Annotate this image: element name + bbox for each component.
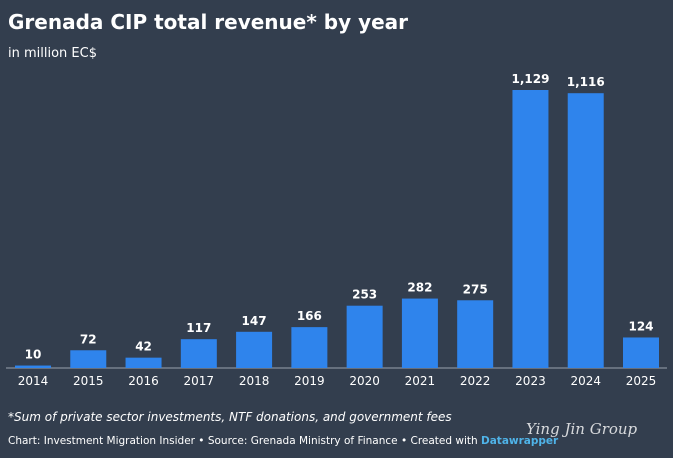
- value-label: 147: [242, 314, 267, 328]
- value-label: 72: [80, 332, 97, 346]
- bar: [457, 300, 494, 368]
- value-label: 42: [135, 340, 152, 354]
- bar: [180, 339, 217, 368]
- x-tick-label: 2019: [294, 374, 325, 388]
- value-label: 1,129: [511, 72, 549, 86]
- x-tick-label: 2020: [349, 374, 380, 388]
- bar: [291, 327, 328, 368]
- value-label: 282: [407, 281, 432, 295]
- value-label: 253: [352, 288, 377, 302]
- x-tick-label: 2017: [184, 374, 215, 388]
- bar: [346, 305, 383, 368]
- x-tick-label: 2023: [515, 374, 546, 388]
- chart-subtitle: in million EC$: [8, 46, 97, 61]
- x-tick-label: 2025: [626, 374, 657, 388]
- credit-text: Chart: Investment Migration Insider • So…: [8, 435, 481, 447]
- x-tick-label: 2024: [570, 374, 601, 388]
- bar: [15, 365, 51, 368]
- footnote: *Sum of private sector investments, NTF …: [8, 410, 452, 424]
- value-label: 10: [25, 348, 42, 362]
- bar: [125, 357, 162, 368]
- x-tick-label: 2016: [128, 374, 159, 388]
- value-label: 275: [463, 282, 488, 296]
- bar: [567, 93, 604, 369]
- credit-link[interactable]: Datawrapper: [481, 435, 559, 447]
- value-label: 1,116: [567, 75, 605, 89]
- value-label: 117: [186, 321, 211, 335]
- bar: [70, 350, 107, 368]
- bar: [401, 298, 438, 368]
- x-tick-label: 2021: [405, 374, 436, 388]
- bar: [512, 90, 549, 368]
- x-tick-label: 2014: [18, 374, 49, 388]
- chart-title: Grenada CIP total revenue* by year: [8, 10, 408, 34]
- credit: Chart: Investment Migration Insider • So…: [8, 435, 559, 447]
- x-tick-label: 2018: [239, 374, 270, 388]
- value-label: 166: [297, 309, 322, 323]
- x-tick-label: 2022: [460, 374, 491, 388]
- watermark: Ying Jin Group: [526, 420, 638, 438]
- value-label: 124: [628, 319, 653, 333]
- bar: [236, 331, 273, 368]
- bar: [623, 337, 659, 368]
- x-tick-label: 2015: [73, 374, 104, 388]
